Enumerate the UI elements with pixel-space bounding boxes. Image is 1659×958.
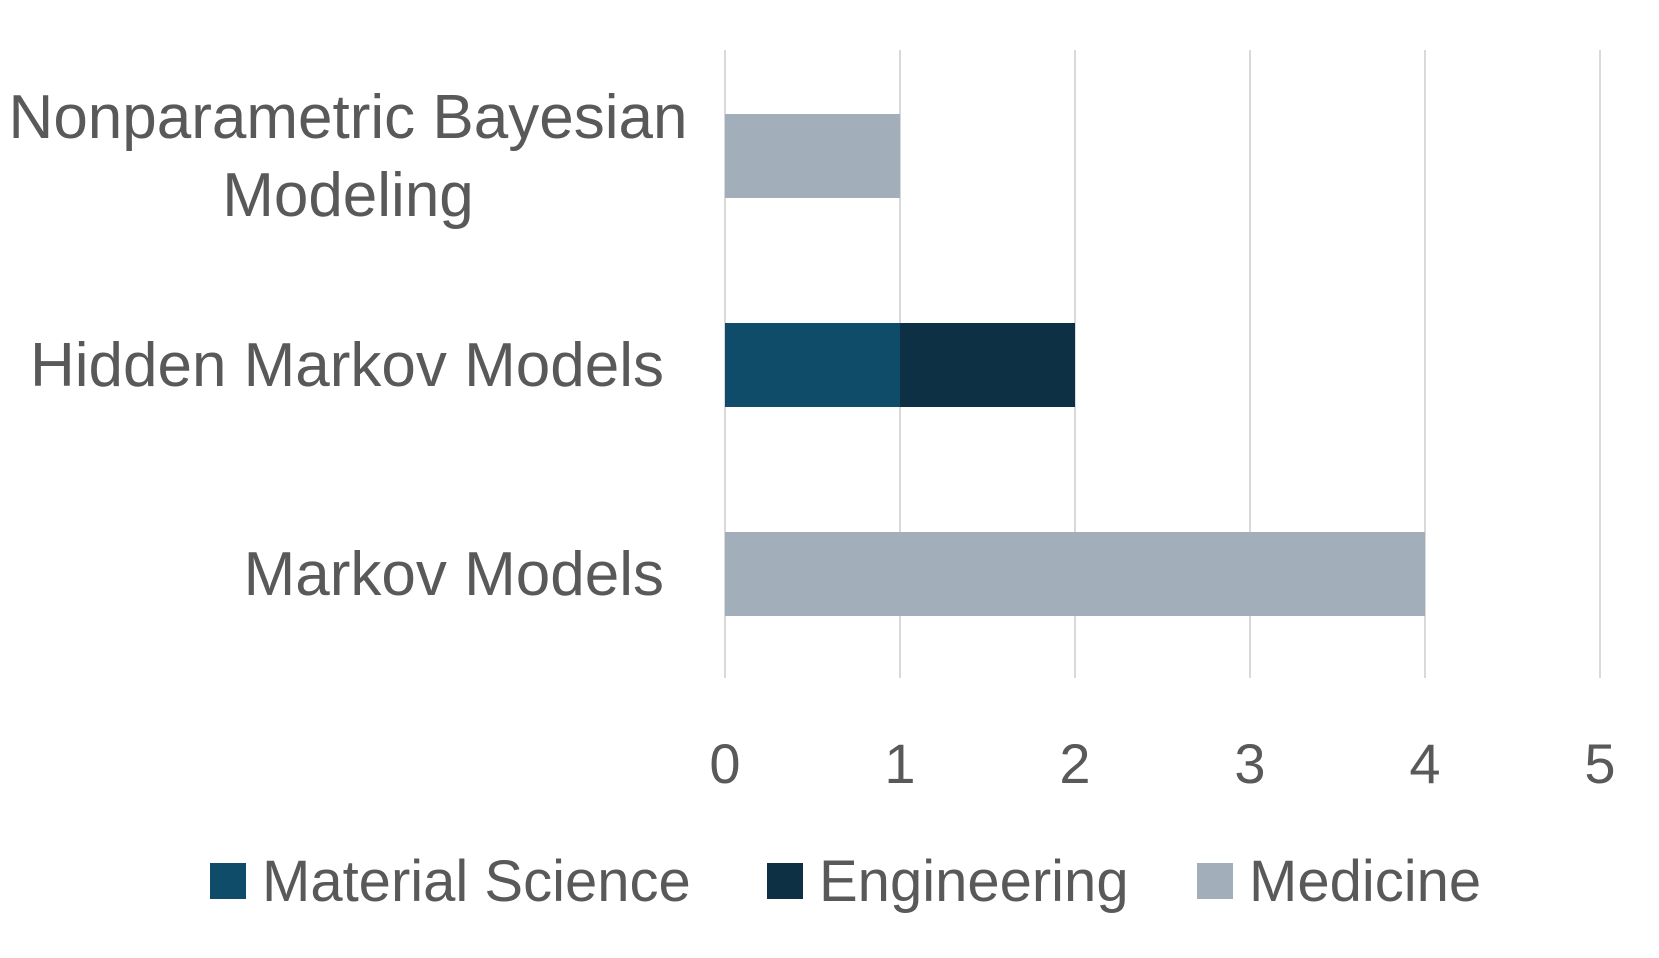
legend-label: Material Science xyxy=(262,849,691,914)
category-label-line: Nonparametric Bayesian xyxy=(9,83,688,152)
bars xyxy=(725,114,1425,616)
category-labels: Nonparametric Bayesian Modeling Hidden Mar… xyxy=(9,83,688,609)
legend: Material Science Engineering Medicine xyxy=(210,849,1481,914)
bar-material-science-hidden-markov-models xyxy=(725,323,900,407)
legend-item-engineering: Engineering xyxy=(767,849,1129,914)
category-label-markov-models: Markov Models xyxy=(244,540,664,609)
category-label-line: Hidden Markov Models xyxy=(30,331,664,400)
legend-swatch xyxy=(1197,863,1233,899)
x-tick-labels: 0 1 2 3 4 5 xyxy=(709,732,1615,795)
x-tick-label-5: 5 xyxy=(1584,732,1615,795)
x-tick-label-2: 2 xyxy=(1059,732,1090,795)
category-label-hidden-markov-models: Hidden Markov Models xyxy=(30,331,664,400)
legend-item-material-science: Material Science xyxy=(210,849,691,914)
legend-label: Engineering xyxy=(819,849,1129,914)
category-label-nonparametric-bayesian-modeling: Nonparametric Bayesian Modeling xyxy=(9,83,688,230)
legend-label: Medicine xyxy=(1249,849,1481,914)
x-tick-label-4: 4 xyxy=(1409,732,1440,795)
x-tick-label-0: 0 xyxy=(709,732,740,795)
x-tick-label-1: 1 xyxy=(884,732,915,795)
bar-medicine-markov-models xyxy=(725,532,1425,616)
legend-swatch xyxy=(210,863,246,899)
category-label-line: Modeling xyxy=(222,161,474,230)
legend-item-medicine: Medicine xyxy=(1197,849,1481,914)
category-label-line: Markov Models xyxy=(244,540,664,609)
bar-medicine-nonparametric-bayesian-modeling xyxy=(725,114,900,198)
x-tick-label-3: 3 xyxy=(1234,732,1265,795)
bar-engineering-hidden-markov-models xyxy=(900,323,1075,407)
legend-swatch xyxy=(767,863,803,899)
